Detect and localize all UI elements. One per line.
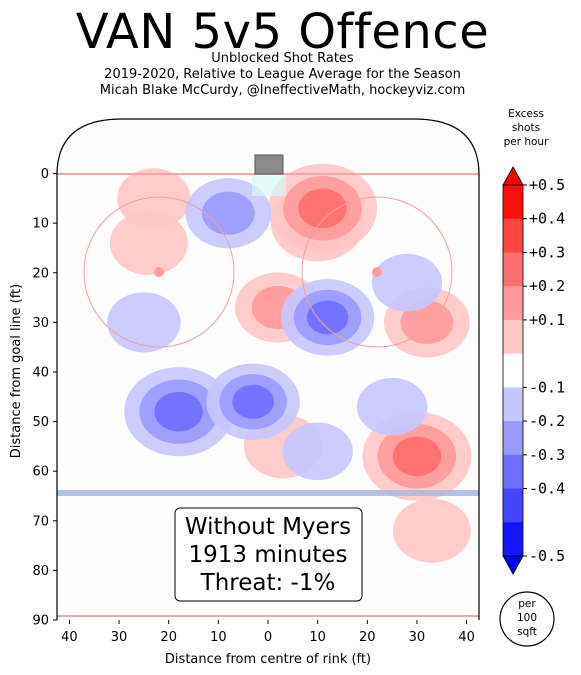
x-axis-label: Distance from centre of rink (ft) (165, 652, 371, 667)
x-tick-label: 30 (409, 630, 426, 645)
heat-contour (201, 191, 255, 235)
heat-layer (107, 163, 472, 563)
colorbar-band (503, 421, 523, 456)
heat-contour (117, 168, 191, 229)
heat-contour (109, 211, 188, 275)
annotation-line-3: Threat: -1% (200, 570, 336, 596)
annotation-line-2: 1913 minutes (189, 542, 348, 568)
annotation-line-1: Without Myers (185, 514, 351, 540)
y-axis-ticks: 0 10 20 30 40 50 60 70 80 90 (32, 167, 57, 629)
colorbar-frame (502, 184, 524, 557)
colorbar-tick-label: -0.2 (529, 412, 565, 430)
heat-contour (400, 300, 454, 344)
colorbar-tick-label: -0.1 (529, 378, 565, 396)
colorbar-tick-label: +0.5 (529, 176, 565, 194)
goal-net (254, 154, 284, 175)
colorbar-title-line-2: shots (511, 122, 541, 134)
faceoff-dot-right (372, 267, 382, 277)
y-tick-label: 50 (32, 415, 49, 430)
faceoff-dot-left (154, 267, 164, 277)
heat-contour (298, 188, 347, 229)
faceoff-circle-left (83, 196, 235, 348)
heat-contour (392, 498, 471, 563)
heat-contour (232, 384, 274, 419)
colorbar-band (503, 185, 523, 220)
blue-line (57, 490, 479, 496)
rink-boards (56, 118, 480, 620)
colorbar-tick-label: +0.4 (529, 210, 565, 228)
x-tick-label: 30 (111, 630, 128, 645)
unit-line-2: 100 (517, 612, 537, 624)
unit-circle (499, 591, 555, 647)
subtitle-line-1: Unblocked Shot Rates (211, 51, 354, 66)
goal-crease (252, 174, 286, 196)
heat-contour (356, 377, 428, 436)
colorbar: +0.5 +0.4 +0.3 +0.2 +0.1 -0.1 -0.2 -0.3 -0.4 -0.5 (502, 166, 565, 575)
colorbar-tick-label: -0.3 (529, 446, 565, 464)
colorbar-extend-top (502, 166, 524, 186)
x-tick-label: 20 (160, 630, 177, 645)
colorbar-tick-label: -0.5 (529, 547, 565, 565)
annotation-box (174, 507, 363, 602)
unit-line-3: sqft (517, 626, 537, 638)
y-tick-label: 60 (32, 465, 49, 480)
y-tick-label: 10 (32, 217, 49, 232)
y-tick-label: 90 (32, 614, 49, 629)
colorbar-band (503, 488, 523, 523)
y-tick-label: 30 (32, 316, 49, 331)
x-axis-ticks: 40 30 20 10 0 10 20 30 40 (61, 620, 475, 645)
colorbar-band (503, 353, 523, 388)
colorbar-band (503, 286, 523, 321)
faceoff-circle-right (301, 196, 453, 348)
colorbar-band (503, 319, 523, 355)
colorbar-band (503, 252, 523, 287)
heat-contour (107, 292, 181, 353)
x-tick-label: 10 (210, 630, 227, 645)
heat-contour (282, 422, 353, 481)
subtitle-line-2: 2019-2020, Relative to League Average fo… (104, 67, 461, 82)
colorbar-band (503, 522, 523, 557)
colorbar-band (503, 454, 523, 490)
colorbar-extend-bottom (502, 555, 524, 575)
x-tick-label: 40 (458, 630, 475, 645)
colorbar-title-line-1: Excess (508, 108, 544, 120)
y-tick-label: 20 (32, 266, 49, 281)
y-tick-label: 0 (41, 167, 49, 182)
colorbar-title-line-3: per hour (503, 136, 549, 148)
heat-contour (154, 391, 203, 432)
chart-title: VAN 5v5 Offence (75, 4, 490, 60)
y-tick-label: 70 (32, 514, 49, 529)
x-tick-label: 0 (264, 630, 272, 645)
y-tick-label: 80 (32, 564, 49, 579)
y-axis-label: Distance from goal line (ft) (9, 284, 24, 458)
heat-contour (371, 253, 443, 312)
colorbar-tick-label: +0.3 (529, 243, 565, 261)
heat-contour (392, 436, 442, 477)
y-tick-label: 40 (32, 365, 49, 380)
colorbar-band (503, 218, 523, 253)
colorbar-tick-label: -0.4 (529, 480, 565, 498)
x-tick-label: 40 (61, 630, 78, 645)
colorbar-tick-label: +0.1 (529, 311, 565, 329)
x-tick-label: 20 (359, 630, 376, 645)
colorbar-band (503, 387, 523, 422)
subtitle-line-3: Micah Blake McCurdy, @IneffectiveMath, h… (99, 83, 466, 98)
heat-contour (306, 300, 349, 335)
colorbar-tick-label: +0.2 (529, 277, 565, 295)
x-tick-label: 10 (309, 630, 326, 645)
unit-line-1: per (518, 598, 536, 610)
